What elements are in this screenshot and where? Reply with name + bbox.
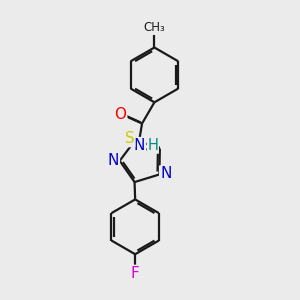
Text: S: S [124,131,134,146]
Text: CH₃: CH₃ [143,21,165,34]
Text: F: F [131,266,140,281]
Text: O: O [114,106,126,122]
Text: N: N [134,138,145,153]
Text: H: H [147,138,158,153]
Text: N: N [107,153,119,168]
Text: N: N [160,167,172,182]
